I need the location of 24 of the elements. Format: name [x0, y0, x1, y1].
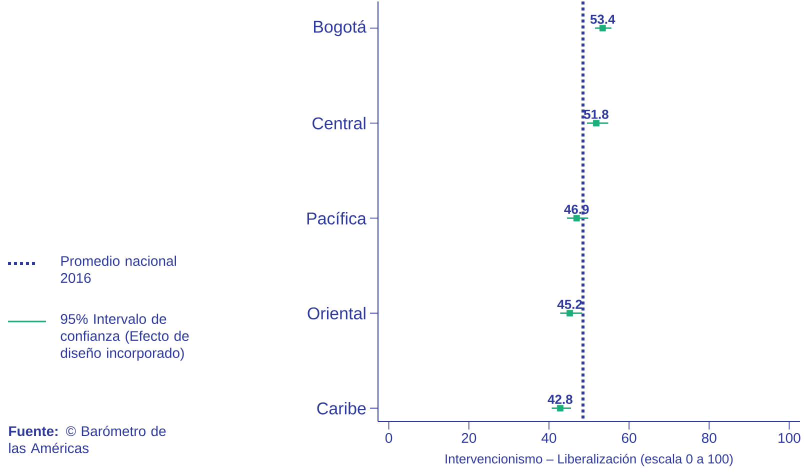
x-tick-label: 40 — [541, 433, 556, 444]
x-tick-label: 0 — [385, 433, 392, 444]
data-label: 42.8 — [548, 395, 572, 404]
x-tick-label: 60 — [622, 433, 636, 444]
x-tick-label: 20 — [462, 433, 476, 444]
data-label: 53.4 — [590, 14, 616, 24]
point — [573, 215, 580, 222]
y-tick-label: Caribe — [317, 402, 366, 415]
point — [556, 405, 564, 412]
data-label: 45.2 — [557, 300, 582, 310]
x-axis-title: Intervencionismo – Liberalización (escala 0 a 100) — [446, 454, 733, 466]
point — [593, 120, 600, 127]
y-tick-label: Bogotá — [314, 20, 366, 36]
data-label: 51.8 — [584, 110, 608, 120]
y-tick-label: Oriental — [308, 307, 366, 320]
point — [599, 25, 606, 32]
legend-label: 95% Intervalo de confianza (Efecto de diseño incorporado) — [60, 314, 189, 361]
x-tick-label: 100 — [778, 433, 800, 444]
y-tick-label: Pacífica — [307, 212, 366, 225]
point — [566, 310, 573, 317]
x-tick-label: 80 — [702, 433, 716, 444]
text: Fuente: © Barómetro de las Américas — [9, 426, 166, 454]
y-tick-label: Central — [312, 117, 366, 130]
ref-line-label: Promedio nacional 2016 — [60, 256, 176, 284]
